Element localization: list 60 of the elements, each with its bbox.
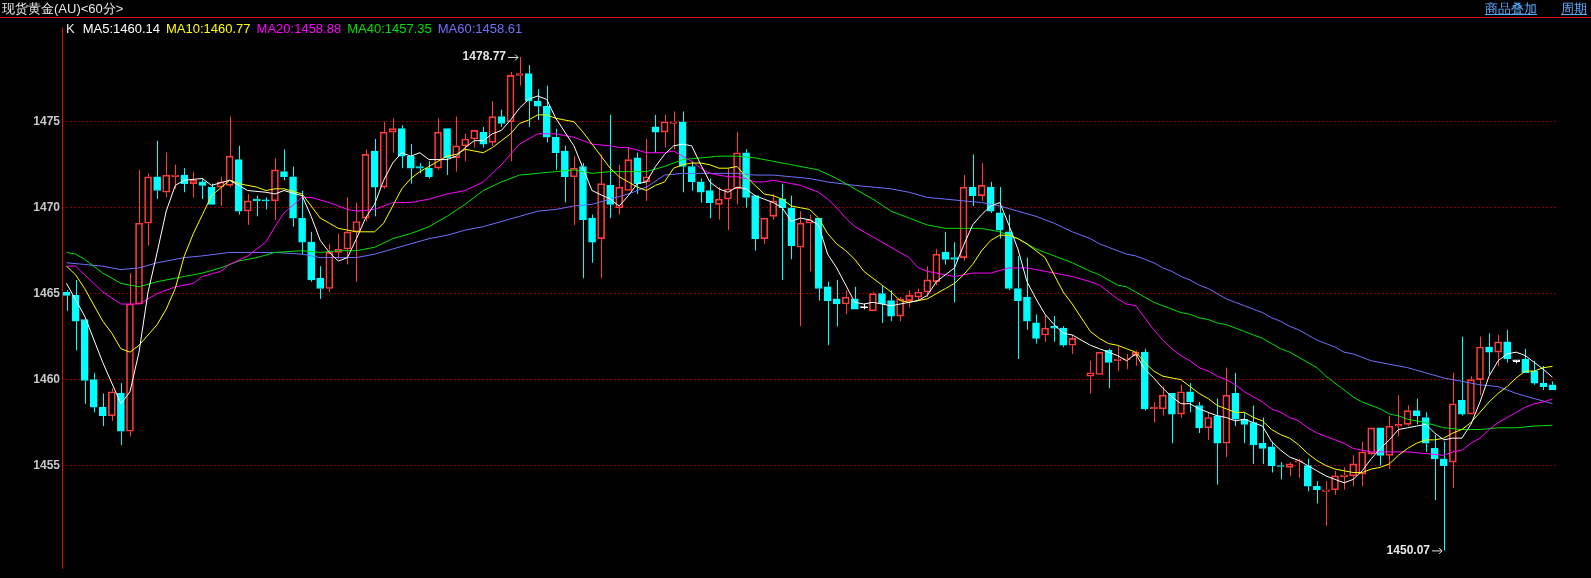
annotation: 1478.77	[462, 49, 507, 64]
text: MA60:1458.61	[437, 21, 523, 36]
y-tick-label: 1455	[33, 457, 61, 472]
text: 商品叠加	[1485, 1, 1537, 16]
candlestick	[307, 231, 315, 283]
candlestick	[298, 190, 306, 255]
candlestick	[1213, 398, 1222, 486]
candlestick	[1548, 380, 1557, 391]
candlestick	[1005, 214, 1013, 291]
candlestick	[1050, 315, 1058, 343]
chart-title: 现货黄金(AU)<60分>	[2, 1, 124, 16]
candlestick	[397, 124, 406, 169]
candlestick	[1313, 480, 1321, 504]
candlestick	[1186, 382, 1194, 413]
text: 周期	[1561, 1, 1587, 16]
text: MA20:1458.88	[256, 21, 342, 36]
candlestick	[1140, 348, 1149, 412]
candlestick	[1113, 344, 1122, 372]
candlestick	[887, 289, 895, 322]
candlestick	[443, 128, 451, 176]
candlestick	[1458, 336, 1466, 417]
candlestick	[117, 382, 125, 446]
candlestick	[262, 196, 270, 210]
y-tick-label: 1475	[33, 114, 61, 129]
annotation: 1450.07	[1386, 542, 1431, 557]
candlestick	[1149, 401, 1158, 424]
candlestick	[497, 109, 506, 128]
candlestick	[1439, 441, 1448, 551]
candlestick	[542, 85, 551, 143]
y-tick-label: 1460	[33, 371, 61, 386]
candlestick	[280, 148, 288, 181]
candlestick	[1412, 398, 1421, 425]
candlestick	[941, 231, 950, 265]
text: MA10:1460.77	[166, 21, 251, 36]
candlestick	[153, 140, 161, 200]
legend-title: K	[66, 21, 75, 36]
candlestick	[171, 164, 180, 190]
candlestick	[823, 281, 832, 346]
candlestick	[533, 88, 542, 121]
candlestick	[579, 162, 587, 279]
candlestick	[878, 284, 886, 324]
candlestick	[1023, 257, 1031, 331]
candlestick	[561, 145, 569, 204]
candlestick	[1014, 255, 1022, 360]
candlestick	[950, 241, 959, 303]
candlestick	[995, 186, 1004, 240]
text: MA40:1457.35	[347, 21, 432, 36]
candlestick	[1059, 325, 1068, 348]
candlestick	[1032, 313, 1040, 345]
candlestick	[1258, 417, 1267, 465]
candlestick	[551, 128, 560, 171]
candlestick	[588, 214, 596, 264]
candlestick	[1512, 359, 1521, 364]
text: MA5:1460.14	[82, 21, 161, 36]
candlestick	[1503, 329, 1511, 363]
candlestick	[1168, 393, 1176, 444]
candlestick	[751, 195, 759, 252]
y-tick-label: 1470	[33, 200, 61, 215]
y-tick-label: 1465	[33, 286, 61, 301]
candlestick	[234, 145, 243, 216]
